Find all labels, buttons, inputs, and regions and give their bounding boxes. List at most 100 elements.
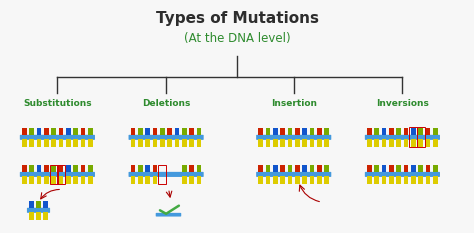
Bar [426, 165, 430, 172]
Bar [146, 165, 150, 172]
Bar [266, 165, 271, 172]
Bar [59, 139, 64, 147]
Bar [310, 128, 314, 135]
Bar [273, 176, 278, 184]
Bar [295, 139, 300, 147]
Bar [396, 165, 401, 172]
Bar [131, 176, 136, 184]
Bar [389, 139, 394, 147]
Bar [51, 128, 56, 135]
Bar [419, 128, 423, 135]
Bar [288, 176, 292, 184]
Bar [404, 128, 409, 135]
Bar [51, 165, 56, 172]
Bar [51, 139, 56, 147]
Bar [182, 176, 187, 184]
Bar [182, 139, 187, 147]
Bar [266, 176, 271, 184]
Bar [295, 165, 300, 172]
Bar [73, 165, 78, 172]
Bar [367, 128, 372, 135]
Bar [73, 176, 78, 184]
Bar [374, 128, 379, 135]
Bar [138, 128, 143, 135]
Bar [190, 176, 194, 184]
Bar [433, 128, 438, 135]
Bar [417, 127, 425, 147]
Bar [419, 165, 423, 172]
Bar [88, 176, 93, 184]
Bar [317, 139, 322, 147]
Bar [81, 139, 85, 147]
Bar [419, 176, 423, 184]
FancyBboxPatch shape [128, 172, 204, 177]
Bar [433, 176, 438, 184]
Bar [153, 176, 157, 184]
Bar [426, 128, 430, 135]
Text: Types of Mutations: Types of Mutations [155, 11, 319, 26]
Bar [433, 139, 438, 147]
Bar [37, 165, 41, 172]
Bar [51, 176, 56, 184]
Bar [273, 128, 278, 135]
Bar [57, 164, 65, 184]
Bar [302, 128, 307, 135]
Bar [29, 128, 34, 135]
Bar [153, 139, 157, 147]
Bar [266, 128, 271, 135]
Bar [138, 176, 143, 184]
FancyBboxPatch shape [20, 172, 95, 177]
Text: Insertion: Insertion [271, 99, 317, 108]
Bar [281, 176, 285, 184]
Bar [59, 165, 64, 172]
Bar [382, 176, 386, 184]
Bar [88, 128, 93, 135]
FancyBboxPatch shape [365, 172, 440, 177]
Bar [197, 128, 201, 135]
Bar [382, 139, 386, 147]
Bar [374, 165, 379, 172]
Bar [310, 176, 314, 184]
Bar [146, 176, 150, 184]
Bar [367, 176, 372, 184]
Bar [37, 176, 41, 184]
Text: Deletions: Deletions [142, 99, 190, 108]
Bar [288, 165, 292, 172]
Bar [167, 139, 172, 147]
Bar [66, 128, 71, 135]
Bar [419, 139, 423, 147]
Bar [88, 165, 93, 172]
FancyBboxPatch shape [256, 135, 331, 140]
FancyBboxPatch shape [27, 208, 50, 213]
Bar [73, 128, 78, 135]
Bar [29, 201, 34, 208]
Bar [426, 139, 430, 147]
Bar [302, 139, 307, 147]
Bar [44, 165, 49, 172]
Bar [288, 128, 292, 135]
FancyBboxPatch shape [20, 135, 95, 140]
Text: Inversions: Inversions [376, 99, 429, 108]
Bar [146, 139, 150, 147]
Bar [258, 139, 263, 147]
Bar [396, 139, 401, 147]
Bar [190, 139, 194, 147]
Bar [317, 176, 322, 184]
Bar [404, 165, 409, 172]
Bar [411, 139, 416, 147]
Bar [374, 176, 379, 184]
Bar [146, 128, 150, 135]
Bar [411, 128, 416, 135]
Bar [37, 139, 41, 147]
Bar [258, 176, 263, 184]
Bar [44, 139, 49, 147]
Bar [367, 165, 372, 172]
Bar [197, 176, 201, 184]
Bar [167, 128, 172, 135]
Bar [310, 139, 314, 147]
Bar [153, 128, 157, 135]
Bar [50, 164, 58, 184]
Bar [410, 127, 418, 147]
Bar [138, 165, 143, 172]
Bar [153, 165, 157, 172]
